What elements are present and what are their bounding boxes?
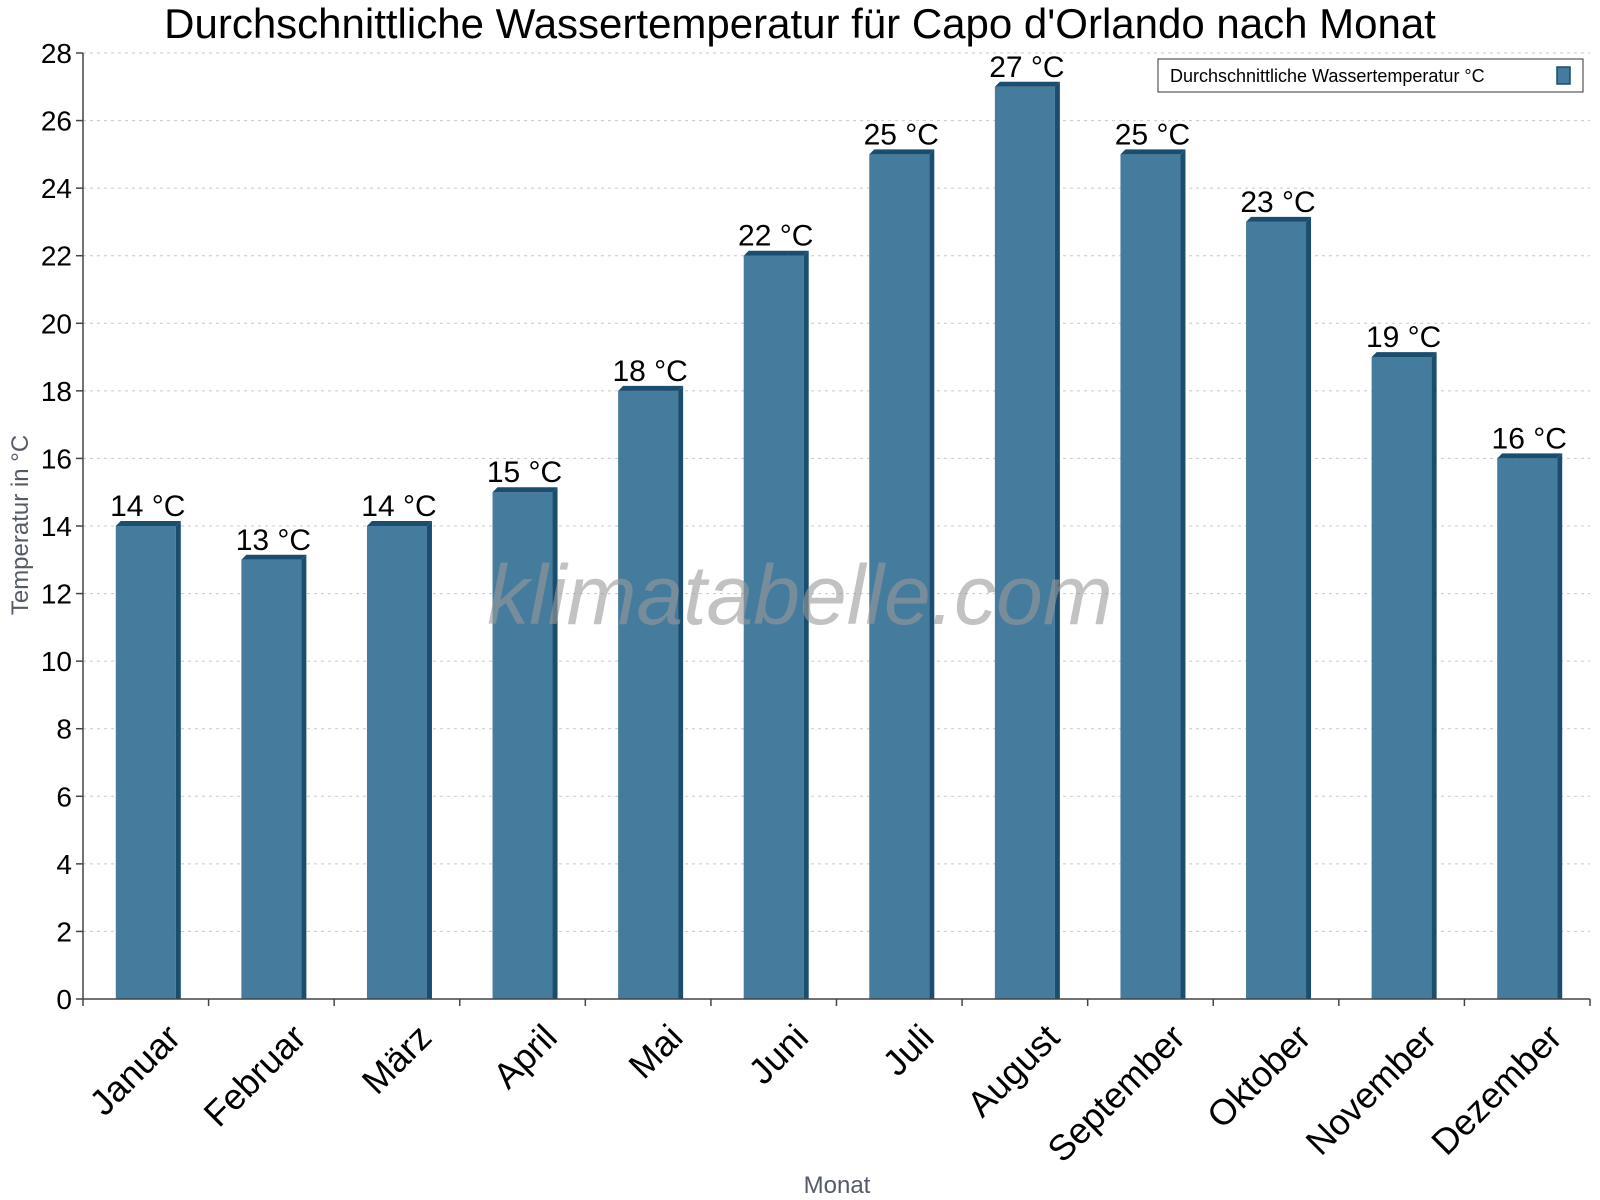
grid-lines xyxy=(83,52,1590,932)
bar xyxy=(366,526,427,999)
x-axis-ticks: Januar Februar März April Mai Juni Juli AugustS… xyxy=(81,999,1591,1170)
x-tick-label: September xyxy=(1039,1016,1193,1170)
y-tick-label: 2 xyxy=(56,916,72,947)
y-tick-label: 26 xyxy=(41,106,72,137)
bar-top xyxy=(115,521,181,526)
legend-swatch xyxy=(1556,66,1571,85)
bar-side xyxy=(1557,453,1563,999)
bar xyxy=(743,255,804,999)
x-tick-label: Juni xyxy=(740,1016,816,1092)
bar-top xyxy=(1497,453,1563,459)
data-label: 22 °C xyxy=(738,220,813,253)
x-tick-label: April xyxy=(485,1016,565,1096)
chart-title: Durchschnittliche Wassertemperatur für C… xyxy=(164,0,1436,47)
bar xyxy=(994,86,1055,1000)
x-tick-label: Oktober xyxy=(1199,1016,1319,1136)
bar-side xyxy=(1054,81,1060,1000)
legend-box xyxy=(1157,58,1584,93)
data-label: 27 °C xyxy=(989,51,1064,84)
y-tick-label: 16 xyxy=(41,443,72,474)
bar xyxy=(1246,221,1307,999)
data-label: 13 °C xyxy=(236,524,311,557)
y-tick-label: 14 xyxy=(41,511,72,542)
y-tick-label: 12 xyxy=(41,579,72,610)
bar xyxy=(1371,357,1432,1000)
bar xyxy=(618,390,679,999)
x-axis-label: Monat xyxy=(804,1172,871,1199)
legend-entry-label: Durchschnittliche Wassertemperatur °C xyxy=(1170,66,1485,86)
bar-side xyxy=(678,385,684,999)
y-tick-label: 24 xyxy=(41,173,72,204)
data-label: 23 °C xyxy=(1240,186,1315,219)
bar xyxy=(1497,458,1558,999)
y-tick-label: 8 xyxy=(56,714,72,745)
y-tick-label: 0 xyxy=(56,984,72,1015)
data-label: 25 °C xyxy=(1115,118,1190,151)
bar-side xyxy=(552,487,558,999)
bar-top xyxy=(1246,216,1312,222)
data-label: 14 °C xyxy=(110,490,185,523)
bar xyxy=(1120,154,1181,999)
bar-side xyxy=(1431,352,1437,1000)
bar-top xyxy=(869,149,935,155)
bar xyxy=(115,526,176,999)
y-axis-label: Temperatur in °C xyxy=(7,435,34,615)
bar-top xyxy=(994,81,1060,87)
x-tick-label: Juli xyxy=(874,1016,941,1083)
x-tick-label: Januar xyxy=(81,1016,188,1123)
bar-side xyxy=(175,521,181,999)
bar xyxy=(869,154,930,999)
bar-side xyxy=(1180,149,1186,999)
data-labels: 14 °C 13 °C 14 °C 15 °C 18 °C 22 °C 25 °C 27 °C… xyxy=(110,51,1567,557)
x-tick-label: Februar xyxy=(196,1016,314,1134)
data-label: 19 °C xyxy=(1366,321,1441,354)
bar-top xyxy=(618,385,684,391)
bar-side xyxy=(301,554,307,999)
bars xyxy=(115,81,1563,1000)
bar-top xyxy=(1371,352,1437,358)
y-tick-label: 28 xyxy=(41,38,72,69)
bar-top xyxy=(366,521,432,526)
bar-side xyxy=(803,250,809,999)
y-tick-label: 20 xyxy=(41,308,72,339)
x-tick-label: November xyxy=(1298,1016,1444,1162)
y-tick-label: 6 xyxy=(56,781,72,812)
x-tick-label: August xyxy=(959,1016,1067,1124)
watermark-text: klimatabelle.com xyxy=(487,548,1113,642)
bar-side xyxy=(426,521,432,999)
data-label: 25 °C xyxy=(864,118,939,151)
data-label: 15 °C xyxy=(487,456,562,489)
bar-side xyxy=(929,149,935,999)
x-tick-label: Mai xyxy=(620,1016,690,1086)
data-label: 14 °C xyxy=(361,490,436,523)
legend: Durchschnittliche Wassertemperatur °C xyxy=(1157,58,1584,93)
x-tick-label: Dezember xyxy=(1423,1016,1569,1162)
bar-top xyxy=(241,554,307,560)
bar xyxy=(492,492,553,999)
y-tick-label: 4 xyxy=(56,849,72,880)
y-tick-label: 10 xyxy=(41,646,72,677)
bar-top xyxy=(492,487,558,493)
x-tick-label: März xyxy=(354,1016,440,1102)
data-label: 16 °C xyxy=(1492,422,1567,455)
y-tick-label: 18 xyxy=(41,376,72,407)
bar-top xyxy=(743,250,809,256)
bar-side xyxy=(1306,216,1312,999)
data-label: 18 °C xyxy=(612,355,687,388)
bar-top xyxy=(1120,149,1186,155)
bar xyxy=(241,559,302,999)
y-tick-label: 22 xyxy=(41,241,72,272)
